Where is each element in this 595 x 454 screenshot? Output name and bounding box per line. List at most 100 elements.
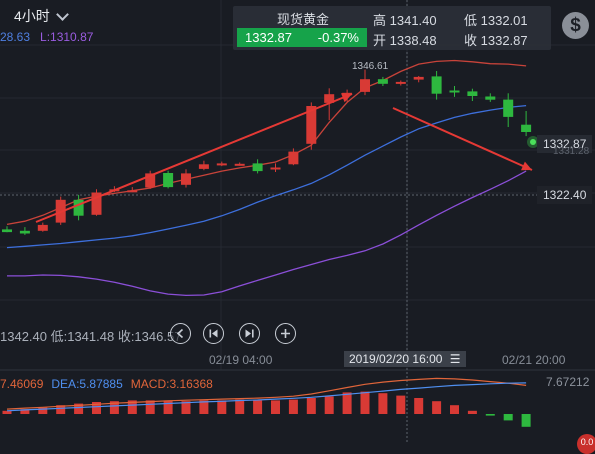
macd-bar: [56, 405, 66, 414]
macd-bar: [127, 400, 137, 414]
skip-back-icon: [209, 329, 218, 338]
high-label: 高: [373, 13, 387, 28]
macd-value-label: MACD:3.16368: [130, 377, 213, 391]
macd-bar: [181, 401, 191, 414]
uptrend-arrow: [35, 93, 353, 223]
macd-bar: [503, 414, 513, 421]
scroll-left-button[interactable]: [170, 323, 191, 344]
candle-body: [395, 81, 406, 84]
candle-body: [73, 199, 84, 216]
macd-bar: [145, 400, 155, 414]
candle-body: [449, 90, 460, 93]
candle-body: [198, 164, 209, 169]
last-price-badge: 1332.87 -0.37%: [237, 28, 367, 47]
candle-body: [37, 224, 48, 231]
candle-body: [431, 76, 442, 94]
macd-dif-label: 7.46069: [0, 377, 44, 391]
candle-body: [216, 163, 227, 166]
downtrend-arrow-head: [521, 161, 532, 171]
candle-body: [503, 99, 514, 117]
back-icon: [176, 328, 184, 339]
candle-body: [288, 151, 299, 165]
date-label-2: 02/21 20:00: [502, 353, 566, 367]
ohlc-readout: 1342.40 低:1341.48 收:1346.57: [0, 329, 182, 344]
macd-bar: [324, 396, 334, 414]
notification-badge[interactable]: 0.0: [577, 434, 595, 454]
macd-bar: [253, 400, 263, 414]
macd-dif-line: [6, 377, 527, 410]
macd-bar: [20, 409, 30, 414]
quote-panel: 现货黄金 1332.87 -0.37% 高 1341.40 低 1332.01 …: [233, 6, 551, 50]
candle-body: [467, 91, 478, 96]
change-percent: -0.37%: [317, 30, 359, 45]
date-label-1: 02/19 04:00: [209, 353, 273, 367]
candle-body: [127, 190, 138, 193]
macd-bar: [378, 393, 388, 414]
ma-mid-line: [6, 104, 527, 249]
uptrend-arrow-head: [341, 93, 352, 103]
low-stat: 低 1332.01: [464, 10, 528, 29]
crosshair-price-label: 1322.40: [537, 186, 593, 204]
macd-dea-line: [6, 382, 527, 412]
candle-body: [521, 124, 532, 132]
macd-dea-label: DEA:5.87885: [51, 377, 123, 391]
candle-body: [324, 94, 335, 103]
add-button[interactable]: [275, 323, 296, 344]
candle-body: [360, 79, 370, 92]
last-price: 1332.87: [245, 30, 292, 45]
plus-icon: [281, 329, 290, 338]
macd-bar: [360, 391, 370, 414]
macd-bar: [342, 392, 352, 414]
macd-bar: [38, 407, 48, 414]
open-stat: 开 1338.48: [373, 30, 437, 49]
close-stat: 收 1332.87: [464, 30, 528, 49]
macd-bar: [109, 401, 119, 414]
hidden-price-label: 1331.28: [553, 146, 590, 157]
macd-bar: [74, 403, 84, 414]
high-value: 1341.40: [389, 13, 437, 28]
candle-body: [145, 173, 156, 188]
chart-stage: [0, 0, 595, 444]
macd-bar: [306, 398, 316, 414]
candle-body: [413, 76, 424, 80]
macd-legend: 7.46069 DEA:5.87885 MACD:3.16368: [0, 377, 213, 391]
timeframe-label: 4小时: [14, 8, 50, 24]
candle-body: [306, 106, 317, 144]
downtrend-arrow: [392, 107, 533, 171]
macd-bar: [271, 400, 280, 414]
candle-body: [270, 167, 281, 170]
candle-body: [19, 230, 30, 234]
low-value: 1332.01: [480, 13, 528, 28]
candle-body: [2, 229, 12, 233]
timeframe-selector[interactable]: 4小时: [14, 6, 69, 26]
close-label: 收: [464, 33, 478, 48]
candlestick-chart[interactable]: [0, 0, 595, 444]
candle-body: [252, 163, 263, 172]
low-label: 低: [464, 13, 478, 28]
macd-bar: [467, 410, 477, 414]
ma-legend: 28.63 L:1310.87: [0, 30, 93, 44]
macd-bar: [199, 400, 209, 414]
skip-back-button[interactable]: [203, 323, 224, 344]
macd-bar: [235, 399, 245, 414]
dollar-icon[interactable]: $: [562, 12, 589, 39]
macd-bar: [2, 410, 12, 414]
skip-forward-button[interactable]: [239, 323, 260, 344]
peak-price-label: 1346.61: [352, 61, 389, 72]
candle-body: [91, 192, 102, 215]
current-price-dot: [530, 139, 536, 145]
ma-slow-line: [7, 170, 527, 297]
skip-forward-icon: [245, 329, 254, 338]
current-price-label: 1332.87: [537, 135, 593, 153]
open-label: 开: [373, 33, 387, 48]
ma-label-slow: L:1310.87: [40, 30, 94, 44]
macd-bar: [432, 401, 442, 414]
open-value: 1338.48: [389, 33, 437, 48]
macd-bar: [485, 414, 495, 416]
macd-bar: [450, 405, 459, 414]
candle-body: [485, 96, 496, 100]
crosshair-date: 2019/02/20 16:00: [349, 352, 443, 366]
ma-fast-line: [6, 59, 527, 226]
macd-bar: [396, 395, 406, 414]
ma-label-mid: 28.63: [0, 30, 31, 44]
